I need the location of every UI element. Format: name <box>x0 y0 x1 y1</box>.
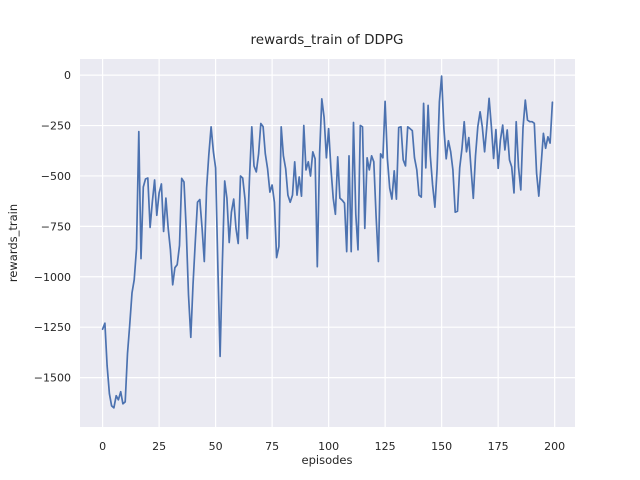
x-tick-labels: 0 25 50 75 100 125 150 175 200 <box>99 440 565 453</box>
x-tick-label: 175 <box>488 440 509 453</box>
y-tick-labels: 0 −250 −500 −750 −1000 −1250 −1500 <box>34 69 71 384</box>
chart-title: rewards_train of DDPG <box>251 32 404 48</box>
y-tick-label: −500 <box>41 170 71 183</box>
y-axis-label: rewards_train <box>6 204 20 282</box>
x-tick-label: 50 <box>209 440 223 453</box>
x-tick-label: 125 <box>375 440 396 453</box>
rewards-train-line <box>101 75 554 409</box>
y-tick-label: −750 <box>41 220 71 233</box>
y-tick-label: −1000 <box>34 271 71 284</box>
y-tick-label: −1500 <box>34 372 71 385</box>
x-tick-label: 25 <box>152 440 166 453</box>
x-tick-label: 200 <box>544 440 565 453</box>
y-tick-label: −250 <box>41 120 71 133</box>
x-tick-label: 150 <box>431 440 452 453</box>
y-tick-label: −1250 <box>34 321 71 334</box>
x-tick-label: 100 <box>318 440 339 453</box>
x-tick-label: 75 <box>265 440 279 453</box>
y-tick-label: 0 <box>64 69 71 82</box>
x-tick-label: 0 <box>99 440 106 453</box>
plot-area <box>80 59 575 427</box>
x-axis-label: episodes <box>302 453 353 467</box>
